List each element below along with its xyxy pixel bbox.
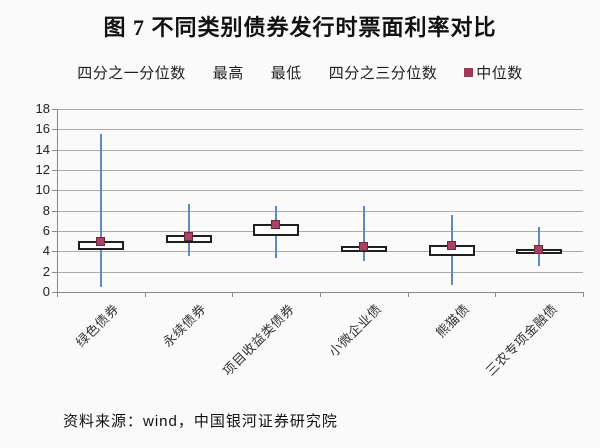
gridline	[57, 190, 583, 192]
legend-label: 四分之三分位数	[328, 65, 438, 82]
gridline	[57, 251, 583, 253]
x-category-label: 三农专项金融债	[482, 301, 560, 379]
median-marker	[534, 245, 544, 255]
chart-title: 图 7 不同类别债券发行时票面利率对比	[103, 15, 497, 40]
y-axis-line	[57, 109, 58, 292]
chart-legend: 四分之一分位数 最高 最低 四分之三分位数 中位数	[0, 62, 600, 83]
legend-item: 最低	[271, 62, 302, 83]
y-axis-tick	[52, 129, 57, 131]
y-axis-tick-label: 14	[35, 141, 50, 157]
gridline	[57, 170, 583, 171]
gridline	[57, 231, 583, 232]
median-marker	[95, 237, 105, 247]
y-axis-tick	[52, 292, 57, 293]
legend-item: 四分之一分位数	[77, 62, 186, 83]
gridline	[57, 149, 583, 151]
source-note: 资料来源：wind，中国银河证券研究院	[63, 413, 338, 430]
x-category-label: 永续债券	[160, 301, 210, 350]
x-axis-tick	[144, 292, 146, 297]
whisker-line	[187, 203, 190, 257]
y-axis-tick-label: 12	[35, 162, 50, 177]
y-axis-tick	[52, 109, 57, 110]
legend-label: 最高	[212, 65, 244, 82]
median-marker	[358, 242, 368, 252]
median-legend-marker-icon	[464, 68, 474, 77]
y-axis-tick	[52, 231, 57, 232]
x-axis-tick	[57, 292, 58, 297]
y-axis-tick	[52, 251, 57, 253]
gridline	[57, 109, 583, 110]
y-axis-tick	[52, 170, 57, 171]
y-axis-tick-label: 18	[35, 101, 50, 116]
whisker-line	[362, 205, 365, 262]
legend-item: 最高	[213, 62, 244, 83]
x-axis-tick	[232, 292, 234, 297]
x-category-label: 小微企业债	[326, 301, 385, 360]
x-category-label: 项目收益类债券	[219, 301, 297, 379]
gridline	[57, 210, 583, 212]
x-axis-tick	[407, 292, 409, 297]
x-category-label: 熊猫债	[432, 301, 473, 341]
legend-label: 中位数	[476, 65, 523, 82]
x-axis-tick	[583, 292, 584, 297]
y-axis-tick	[52, 271, 57, 273]
y-axis-tick	[52, 210, 57, 212]
legend-item: 四分之三分位数	[329, 62, 438, 83]
median-marker	[446, 241, 456, 251]
x-category-label: 绿色债券	[72, 301, 122, 350]
legend-label: 最低	[270, 65, 302, 82]
y-axis-tick	[52, 190, 57, 192]
y-axis-tick-label: 6	[42, 223, 50, 238]
y-axis-tick-label: 0	[42, 284, 50, 299]
median-marker	[271, 219, 281, 229]
y-axis-tick-label: 8	[42, 202, 50, 218]
median-marker	[183, 232, 193, 242]
gridline	[57, 129, 583, 131]
legend-label: 四分之一分位数	[77, 65, 186, 82]
y-axis-tick-label: 10	[35, 182, 50, 198]
legend-item: 中位数	[464, 62, 523, 83]
gridline	[57, 271, 583, 273]
y-axis-tick-label: 2	[42, 263, 50, 279]
x-axis-tick	[495, 292, 497, 297]
y-axis-tick	[52, 149, 57, 151]
whisker-line	[99, 134, 102, 287]
y-axis-tick-label: 16	[35, 121, 50, 137]
y-axis-tick-label: 4	[42, 243, 50, 259]
x-axis-tick	[320, 292, 321, 297]
